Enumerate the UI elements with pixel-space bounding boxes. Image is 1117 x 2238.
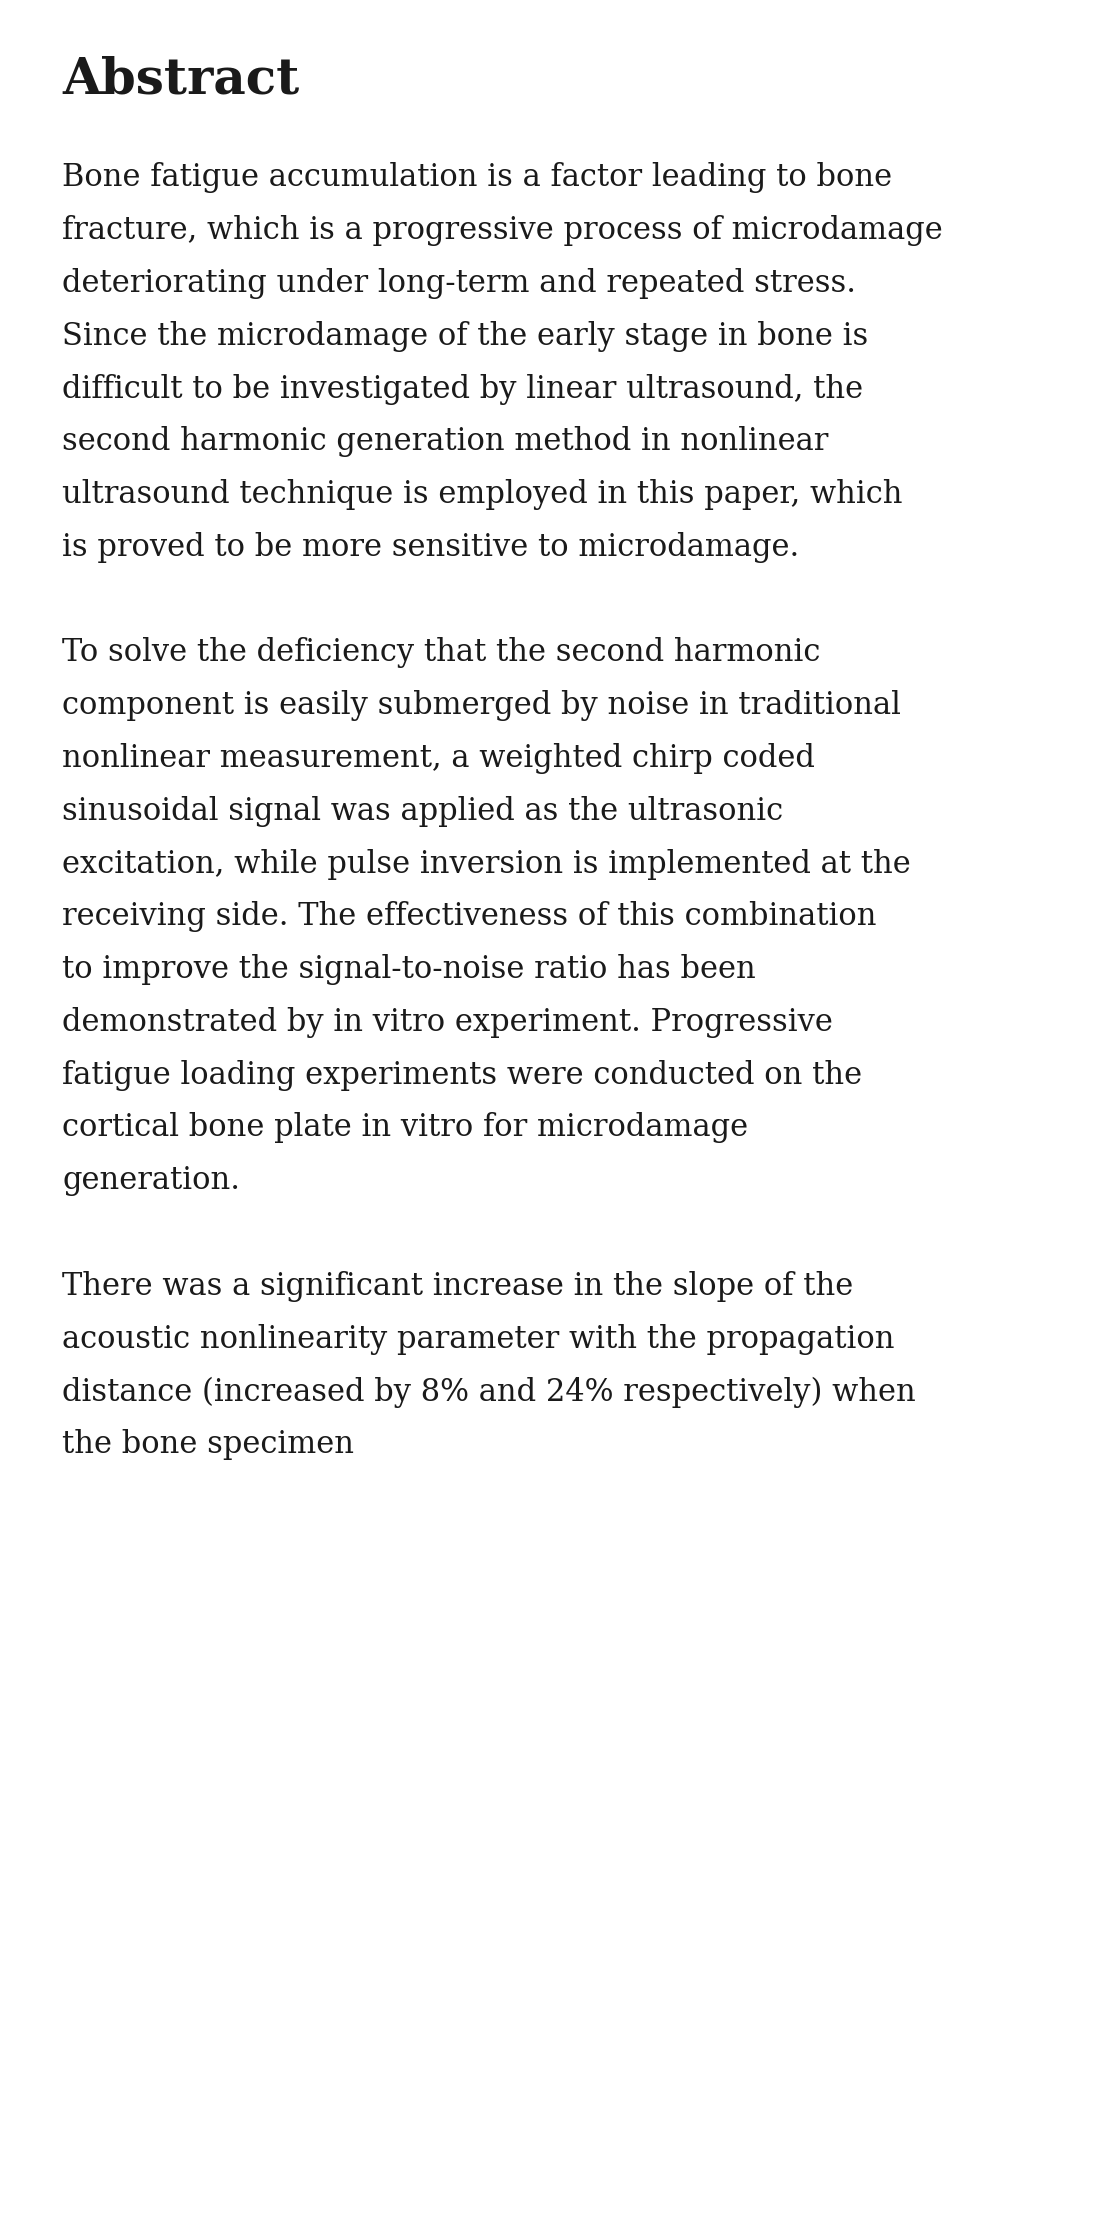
Text: distance (increased by 8% and 24% respectively) when: distance (increased by 8% and 24% respec… bbox=[63, 1376, 916, 1408]
Text: deteriorating under long-term and repeated stress.: deteriorating under long-term and repeat… bbox=[63, 269, 856, 300]
Text: Bone fatigue accumulation is a factor leading to bone: Bone fatigue accumulation is a factor le… bbox=[63, 163, 892, 192]
Text: ultrasound technique is employed in this paper, which: ultrasound technique is employed in this… bbox=[63, 479, 903, 510]
Text: fatigue loading experiments were conducted on the: fatigue loading experiments were conduct… bbox=[63, 1059, 862, 1090]
Text: To solve the deficiency that the second harmonic: To solve the deficiency that the second … bbox=[63, 638, 820, 669]
Text: cortical bone plate in vitro for microdamage: cortical bone plate in vitro for microda… bbox=[63, 1112, 748, 1144]
Text: component is easily submerged by noise in traditional: component is easily submerged by noise i… bbox=[63, 689, 901, 721]
Text: There was a significant increase in the slope of the: There was a significant increase in the … bbox=[63, 1271, 853, 1303]
Text: demonstrated by in vitro experiment. Progressive: demonstrated by in vitro experiment. Pro… bbox=[63, 1007, 833, 1038]
Text: to improve the signal-to-noise ratio has been: to improve the signal-to-noise ratio has… bbox=[63, 953, 756, 985]
Text: acoustic nonlinearity parameter with the propagation: acoustic nonlinearity parameter with the… bbox=[63, 1323, 895, 1354]
Text: nonlinear measurement, a weighted chirp coded: nonlinear measurement, a weighted chirp … bbox=[63, 743, 815, 774]
Text: receiving side. The effectiveness of this combination: receiving side. The effectiveness of thi… bbox=[63, 902, 877, 933]
Text: excitation, while pulse inversion is implemented at the: excitation, while pulse inversion is imp… bbox=[63, 848, 910, 880]
Text: difficult to be investigated by linear ultrasound, the: difficult to be investigated by linear u… bbox=[63, 374, 863, 405]
Text: fracture, which is a progressive process of microdamage: fracture, which is a progressive process… bbox=[63, 215, 943, 246]
Text: the bone specimen: the bone specimen bbox=[63, 1430, 354, 1459]
Text: Abstract: Abstract bbox=[63, 56, 299, 103]
Text: is proved to be more sensitive to microdamage.: is proved to be more sensitive to microd… bbox=[63, 533, 800, 564]
Text: generation.: generation. bbox=[63, 1166, 240, 1197]
Text: sinusoidal signal was applied as the ultrasonic: sinusoidal signal was applied as the ult… bbox=[63, 797, 783, 826]
Text: Since the microdamage of the early stage in bone is: Since the microdamage of the early stage… bbox=[63, 320, 868, 351]
Text: second harmonic generation method in nonlinear: second harmonic generation method in non… bbox=[63, 425, 829, 457]
